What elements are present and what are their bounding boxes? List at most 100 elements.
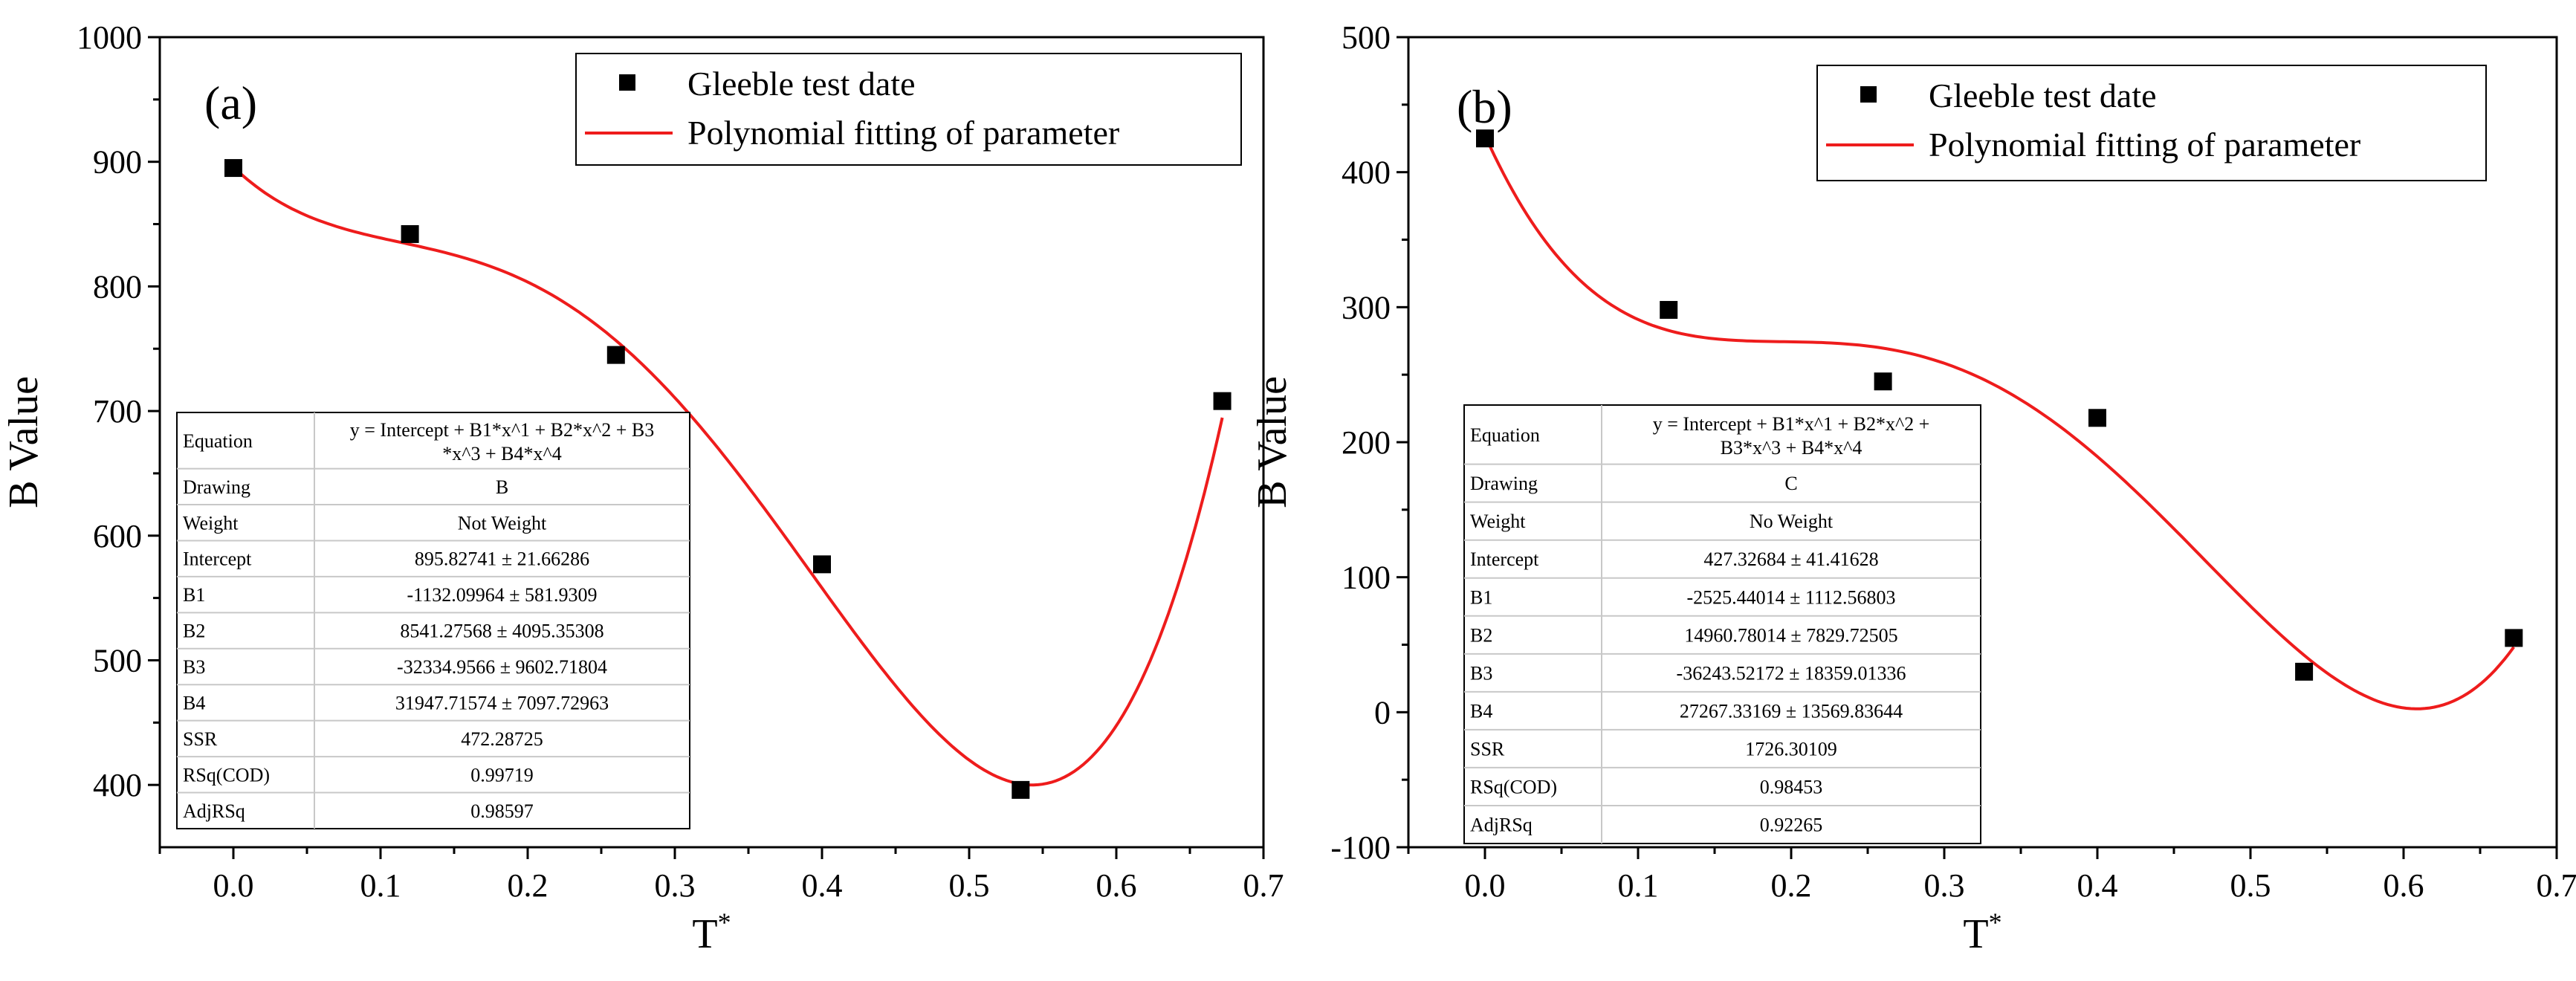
table-row-label: B2 [183, 621, 205, 642]
data-point [813, 555, 831, 574]
table-row-label: B2 [1470, 624, 1492, 646]
table-row-value: 472.28725 [461, 728, 543, 750]
table-row-value: 31947.71574 ± 7097.72963 [395, 692, 609, 713]
table-row-value: 14960.78014 ± 7829.72505 [1684, 624, 1897, 646]
data-point [2505, 629, 2523, 647]
data-point [1213, 392, 1232, 410]
table-row-label: Drawing [183, 476, 250, 498]
x-tick-label: 0.4 [2077, 867, 2118, 904]
chart-panel-a: 0.0 0.1 0.2 0.3 0.4 0.5 0.6 0.7 400 500 600 700 800 9… [1, 19, 1284, 957]
x-tick-label: 0.4 [802, 867, 843, 904]
table-row-label: B4 [183, 692, 205, 713]
table-row-value: C [1784, 473, 1797, 494]
table-row-value: -36243.52172 ± 18359.01336 [1677, 662, 1906, 684]
table-equation-line2: *x^3 + B4*x^4 [442, 443, 561, 464]
y-tick-label: 400 [1342, 155, 1391, 191]
table-row-label: B3 [183, 656, 205, 678]
fit-curve [232, 166, 1224, 787]
chart-panel-b: 0.0 0.1 0.2 0.3 0.4 0.5 0.6 0.7 -100 0 100 200 300 40… [1249, 19, 2576, 957]
y-tick-label: -100 [1330, 829, 1391, 866]
fit-results-table: Equation y = Intercept + B1*x^1 + B2*x^2 … [1463, 404, 1981, 844]
legend-box [1816, 65, 2487, 181]
x-tick-label: 0.0 [213, 867, 254, 904]
y-tick-label: 400 [93, 767, 142, 803]
legend-label-points: Gleeble test date [1929, 77, 2157, 114]
table-row-value: 895.82741 ± 21.66286 [415, 548, 589, 570]
x-tick-label: 0.2 [1771, 867, 1812, 904]
table-row-label: Intercept [1470, 548, 1539, 570]
data-point [1476, 129, 1494, 148]
table-row-value: Not Weight [458, 512, 547, 534]
legend-label-points: Gleeble test date [687, 65, 916, 103]
x-tick-label: 0.5 [949, 867, 990, 904]
table-row-label: RSq(COD) [183, 764, 270, 786]
legend-box [575, 53, 1242, 166]
table-row-label: B4 [1470, 700, 1492, 722]
y-tick-label: 1000 [77, 19, 142, 56]
x-axis-label: T* [692, 907, 731, 957]
table-row-value: -2525.44014 ± 1112.56803 [1687, 586, 1896, 608]
table-row-value: 0.98597 [470, 800, 534, 822]
table-row-value: 0.99719 [470, 764, 534, 786]
x-tick-label: 0.3 [1924, 867, 1965, 904]
table-row-value: No Weight [1750, 511, 1834, 532]
table-border [176, 412, 690, 829]
y-tick-label: 900 [93, 144, 142, 181]
y-tick-label: 100 [1342, 560, 1391, 596]
y-tick-label: 0 [1374, 694, 1391, 731]
data-point [1660, 300, 1678, 319]
table-row-value: 8541.27568 ± 4095.35308 [400, 621, 603, 642]
x-axis-label-superscript: * [718, 907, 731, 937]
data-point [401, 224, 419, 243]
table-row-label: Drawing [1470, 473, 1538, 494]
x-tick-label: 0.5 [2230, 867, 2271, 904]
legend-label-line: Polynomial fitting of parameter [687, 114, 1119, 152]
table-row-value: 0.92265 [1760, 814, 1823, 835]
y-tick-label: 600 [93, 518, 142, 554]
y-axis-label: B Value [1249, 376, 1295, 508]
panel-label: (a) [204, 77, 257, 129]
legend-label-line: Polynomial fitting of parameter [1929, 126, 2360, 164]
plot-frame [158, 36, 1265, 849]
legend: Gleeble test date Polynomial fitting of p… [575, 53, 1242, 166]
fit-results-table: Equation y = Intercept + B1*x^1 + B2*x^2 … [176, 412, 690, 829]
y-tick-label: 500 [1342, 19, 1391, 56]
table-equation-line2: B3*x^3 + B4*x^4 [1721, 437, 1863, 459]
table-row-value: 0.98453 [1760, 776, 1823, 797]
y-tick-label: 800 [93, 268, 142, 305]
legend-marker-points [619, 74, 635, 91]
x-tick-label: 0.7 [2537, 867, 2576, 904]
table-row-label: Equation [1470, 424, 1540, 446]
data-point [1874, 372, 1892, 391]
x-axis-label: T* [1963, 907, 2001, 957]
table-row-value: 427.32684 ± 41.41628 [1703, 548, 1878, 570]
x-tick-label: 0.0 [1465, 867, 1506, 904]
table-row-label: SSR [183, 728, 218, 750]
y-axis-label: B Value [1, 376, 47, 508]
data-point [2295, 662, 2314, 681]
table-row-value: 1726.30109 [1745, 738, 1837, 760]
x-axis-label-main: T [1963, 911, 1988, 957]
table-row-label: AdjRSq [183, 800, 245, 822]
panel-label: (b) [1457, 80, 1512, 133]
table-row-value: B [496, 476, 508, 498]
table-row-label: RSq(COD) [1470, 776, 1557, 797]
data-point [1012, 780, 1030, 799]
data-point [606, 346, 625, 364]
table-row-value: -32334.9566 ± 9602.71804 [397, 656, 607, 678]
table-equation-line1: y = Intercept + B1*x^1 + B2*x^2 + B3 [350, 419, 654, 441]
table-row-label: Intercept [183, 548, 252, 570]
y-tick-label: 200 [1342, 424, 1391, 461]
x-tick-label: 0.1 [1618, 867, 1659, 904]
x-tick-label: 0.1 [360, 867, 401, 904]
legend-marker-points [1860, 86, 1877, 103]
x-tick-label: 0.7 [1243, 867, 1284, 904]
y-tick-label: 300 [1342, 289, 1391, 326]
table-row-label: AdjRSq [1470, 814, 1533, 835]
table-equation-line1: y = Intercept + B1*x^1 + B2*x^2 + [1653, 413, 1930, 435]
x-tick-label: 0.6 [2384, 867, 2424, 904]
table-row-value: -1132.09964 ± 581.9309 [407, 584, 598, 606]
x-axis-label-superscript: * [1989, 907, 2002, 937]
table-row-label: B1 [1470, 586, 1492, 608]
table-row-label: Equation [183, 430, 253, 452]
